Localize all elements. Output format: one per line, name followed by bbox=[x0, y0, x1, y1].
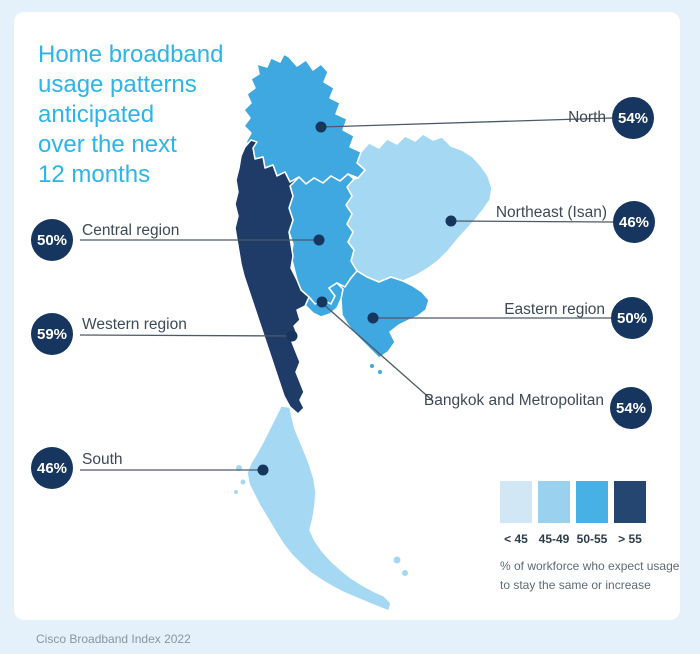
legend-swatches bbox=[500, 481, 679, 523]
legend-swatch-lt45 bbox=[500, 481, 532, 523]
island bbox=[240, 479, 246, 485]
region-label-central: Central region bbox=[82, 222, 180, 239]
region-south-shape bbox=[246, 405, 392, 612]
region-eastern-shape bbox=[336, 270, 430, 359]
legend-swatch-45-49 bbox=[538, 481, 570, 523]
legend-bin-label: 50-55 bbox=[576, 532, 608, 546]
region-northeast-shape bbox=[345, 133, 493, 283]
region-value-badge-central: 50% bbox=[31, 219, 73, 261]
region-value-badge-northeast: 46% bbox=[613, 201, 655, 243]
north-marker-dot bbox=[315, 121, 327, 133]
region-label-bangkok: Bangkok and Metropolitan bbox=[423, 392, 604, 409]
bangkok-connector-line bbox=[321, 302, 434, 402]
eastern-marker-dot bbox=[367, 312, 379, 324]
source-attribution: Cisco Broadband Index 2022 bbox=[36, 632, 191, 646]
region-value-badge-western: 59% bbox=[31, 313, 73, 355]
legend-bin-label: 45-49 bbox=[538, 532, 570, 546]
island bbox=[378, 370, 382, 374]
region-value-badge-north: 54% bbox=[612, 97, 654, 139]
legend-caption-line: to stay the same or increase bbox=[500, 578, 651, 592]
western-connector-line bbox=[79, 334, 293, 337]
region-label-western: Western region bbox=[82, 316, 187, 333]
legend-caption: % of workforce who expect usage to stay … bbox=[500, 557, 679, 595]
title-line: usage patterns bbox=[38, 71, 197, 98]
south-marker-dot bbox=[257, 464, 269, 476]
title-line: Home broadband bbox=[38, 41, 224, 68]
island bbox=[393, 556, 401, 564]
legend-bin-label: > 55 bbox=[618, 532, 642, 546]
region-label-northeast: Northeast (Isan) bbox=[495, 204, 607, 221]
region-label-eastern: Eastern region bbox=[504, 301, 605, 318]
region-value-badge-eastern: 50% bbox=[611, 297, 653, 339]
legend-bin-label: < 45 bbox=[504, 532, 528, 546]
bangkok-marker-dot bbox=[316, 296, 328, 308]
island bbox=[370, 364, 374, 368]
island bbox=[402, 570, 408, 576]
region-label-north: North bbox=[568, 109, 606, 126]
region-western-shape bbox=[234, 139, 310, 415]
legend-swatch-gt55 bbox=[614, 481, 646, 523]
legend-bin-labels: < 45 45-49 50-55 > 55 bbox=[500, 532, 679, 546]
northeast-marker-dot bbox=[445, 215, 457, 227]
legend-swatch-50-55 bbox=[576, 481, 608, 523]
region-value-badge-bangkok: 54% bbox=[610, 387, 652, 429]
title-line: 12 months bbox=[38, 161, 151, 188]
western-marker-dot bbox=[286, 330, 298, 342]
north-connector-line bbox=[320, 117, 613, 128]
region-value-badge-south: 46% bbox=[31, 447, 73, 489]
title-line: anticipated bbox=[38, 101, 155, 128]
chart-title: Home broadband usage patterns anticipate… bbox=[38, 40, 223, 190]
legend: < 45 45-49 50-55 > 55 % of workforce who… bbox=[500, 481, 679, 595]
title-line: over the next bbox=[38, 131, 177, 158]
island bbox=[234, 490, 238, 494]
northeast-connector-line bbox=[450, 220, 614, 223]
central-marker-dot bbox=[313, 234, 325, 246]
region-label-south: South bbox=[82, 451, 123, 468]
legend-caption-line: % of workforce who expect usage bbox=[500, 559, 680, 573]
